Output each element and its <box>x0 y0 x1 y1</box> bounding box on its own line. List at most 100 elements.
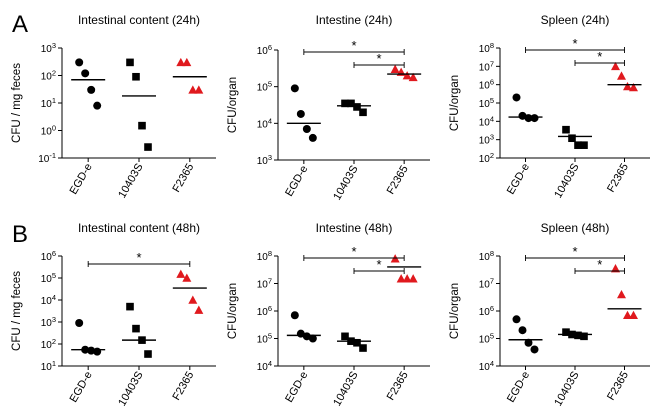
data-point-f2365 <box>402 274 412 283</box>
data-point-10403s <box>341 332 349 341</box>
data-point-egde <box>75 58 84 67</box>
significance-star: * <box>597 257 602 272</box>
panel-title: Spleen (48h) <box>541 221 610 235</box>
significance-star: * <box>377 51 382 66</box>
data-point-egde <box>302 332 311 341</box>
data-point-10403s <box>359 108 367 117</box>
y-axis-label: CFU/organ <box>449 75 461 131</box>
significance-star: * <box>597 49 602 64</box>
data-point-10403s <box>568 134 576 143</box>
data-point-10403s <box>138 121 146 130</box>
data-point-egde <box>512 93 521 102</box>
data-point-10403s <box>580 141 588 149</box>
x-tick-label: 10403S <box>331 370 360 409</box>
y-tick-label: 104 <box>479 114 494 128</box>
panel-letter: B <box>12 221 28 248</box>
chart-panel-3: Spleen (24h) CFU/organ 102 103 104 105 106 107 1… <box>449 13 650 200</box>
y-tick-label: 106 <box>479 304 494 318</box>
y-tick-label: 105 <box>479 332 494 346</box>
data-point-10403s <box>144 350 152 358</box>
significance-star: * <box>351 244 356 259</box>
data-point-10403s <box>562 328 570 336</box>
data-point-f2365 <box>194 305 204 314</box>
data-point-f2365 <box>390 64 400 73</box>
data-point-f2365 <box>188 85 198 94</box>
data-point-f2365 <box>617 289 626 299</box>
y-tick-label: 100 <box>41 124 56 138</box>
x-tick-label: F2365 <box>605 162 631 195</box>
data-point-egde <box>524 338 533 347</box>
data-point-10403s <box>580 332 588 341</box>
data-point-egde <box>87 346 96 355</box>
data-point-f2365 <box>408 72 418 82</box>
panel-title: Spleen (24h) <box>541 13 610 27</box>
y-tick-label: 104 <box>257 359 272 373</box>
data-point-egde <box>87 85 96 94</box>
data-point-egde <box>296 109 305 118</box>
x-tick-label: F2365 <box>385 164 411 197</box>
y-tick-label: 106 <box>479 78 494 92</box>
x-tick-label: F2365 <box>170 162 196 195</box>
chart-panel-6: Spleen (48h) CFU/organ 104 105 106 107 108 EGD-… <box>449 221 650 408</box>
data-point-10403s <box>353 338 361 347</box>
data-point-egde <box>518 326 527 335</box>
panel-title: Intestine (48h) <box>316 221 393 235</box>
y-axis-label: CFU/organ <box>227 283 239 339</box>
data-point-egde <box>93 347 102 356</box>
x-tick-label: EGD-e <box>283 370 310 405</box>
data-point-f2365 <box>182 273 192 282</box>
data-point-f2365 <box>611 61 620 71</box>
data-point-f2365 <box>623 81 632 91</box>
y-tick-label: 104 <box>41 293 56 307</box>
x-tick-label: F2365 <box>170 370 196 403</box>
chart-panel-1: A Intestinal content (24h) CFU / mg feces 1… <box>11 11 216 200</box>
data-point-f2365 <box>194 85 204 94</box>
significance-star: * <box>351 38 356 53</box>
y-axis-label: CFU/organ <box>227 77 239 133</box>
data-point-f2365 <box>629 310 638 320</box>
y-tick-label: 103 <box>257 153 272 167</box>
y-axis-label: CFU/organ <box>449 283 461 339</box>
y-tick-label: 106 <box>257 43 272 57</box>
y-tick-label: 103 <box>479 133 494 147</box>
significance-star: * <box>377 257 382 272</box>
y-tick-label: 10-1 <box>38 151 56 165</box>
data-point-10403s <box>126 302 134 311</box>
y-tick-label: 108 <box>479 41 494 55</box>
data-point-egde <box>530 345 539 354</box>
x-tick-label: F2365 <box>385 370 411 403</box>
data-point-egde <box>530 114 539 123</box>
significance-star: * <box>136 250 141 265</box>
x-tick-label: 10403S <box>331 164 360 203</box>
y-tick-label: 101 <box>41 359 56 373</box>
data-point-egde <box>524 114 533 123</box>
significance-star: * <box>572 244 577 259</box>
x-tick-label: EGD-e <box>68 162 95 197</box>
data-point-10403s <box>126 58 134 67</box>
data-point-10403s <box>144 143 152 151</box>
data-point-egde <box>512 315 521 324</box>
data-point-egde <box>81 69 90 78</box>
chart-panel-4: B Intestinal content (48h) CFU / mg feces 1… <box>11 221 216 408</box>
panel-title: Intestine (24h) <box>316 13 393 27</box>
significance-star: * <box>572 36 577 51</box>
data-point-f2365 <box>629 83 638 92</box>
data-point-egde <box>93 101 102 110</box>
data-point-10403s <box>347 99 355 108</box>
data-point-f2365 <box>402 71 412 80</box>
y-tick-label: 105 <box>257 332 272 346</box>
data-point-f2365 <box>176 269 186 278</box>
y-tick-label: 102 <box>41 69 56 83</box>
data-point-egde <box>308 334 317 343</box>
y-tick-label: 104 <box>257 116 272 130</box>
y-tick-label: 105 <box>41 271 56 285</box>
x-tick-label: EGD-e <box>68 370 95 405</box>
data-point-10403s <box>132 72 140 81</box>
y-tick-label: 107 <box>479 277 494 291</box>
data-point-10403s <box>341 99 349 108</box>
x-tick-label: 10403S <box>116 162 145 201</box>
data-point-egde <box>308 133 317 142</box>
y-tick-label: 106 <box>41 249 56 263</box>
data-point-10403s <box>132 324 140 333</box>
x-tick-label: F2365 <box>605 370 631 403</box>
